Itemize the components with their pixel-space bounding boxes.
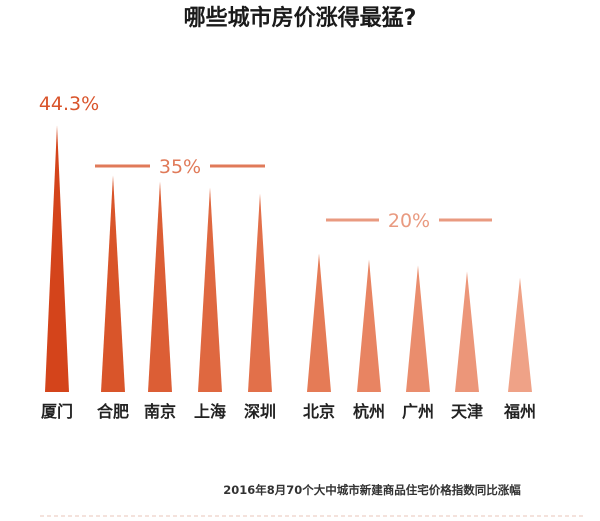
chart-title: 哪些城市房价涨得最猛? <box>184 5 417 31</box>
annotations: 44.3% 35% 20% <box>39 93 492 232</box>
spike-9 <box>508 277 532 392</box>
spike-2 <box>148 181 172 392</box>
category-label-6: 杭州 <box>353 402 385 421</box>
spike-6 <box>357 259 381 392</box>
category-label-9: 福州 <box>503 402 536 421</box>
category-label-1: 合肥 <box>97 402 129 421</box>
spike-1 <box>101 175 125 392</box>
annotation-label-1: 35% <box>159 156 201 178</box>
category-label-2: 南京 <box>144 402 176 421</box>
spike-3 <box>198 187 222 392</box>
category-label-5: 北京 <box>303 402 335 421</box>
annotation-label-0: 44.3% <box>39 93 99 115</box>
category-label-3: 上海 <box>194 402 226 421</box>
category-label-0: 厦门 <box>41 402 73 421</box>
spike-8 <box>455 271 479 392</box>
category-label-4: 深圳 <box>244 402 276 421</box>
spike-5 <box>307 253 331 392</box>
category-label-7: 广州 <box>402 402 434 421</box>
spike-7 <box>406 265 430 392</box>
category-label-8: 天津 <box>451 402 483 421</box>
plot-area <box>45 125 532 393</box>
chart-note: 2016年8月70个大中城市新建商品住宅价格指数同比涨幅 <box>223 483 521 497</box>
spike-4 <box>248 193 272 392</box>
spike-0 <box>45 125 69 393</box>
category-labels: 厦门 合肥 南京 上海 深圳 北京 杭州 广州 天津 福州 <box>41 402 536 421</box>
annotation-label-2: 20% <box>388 210 430 232</box>
